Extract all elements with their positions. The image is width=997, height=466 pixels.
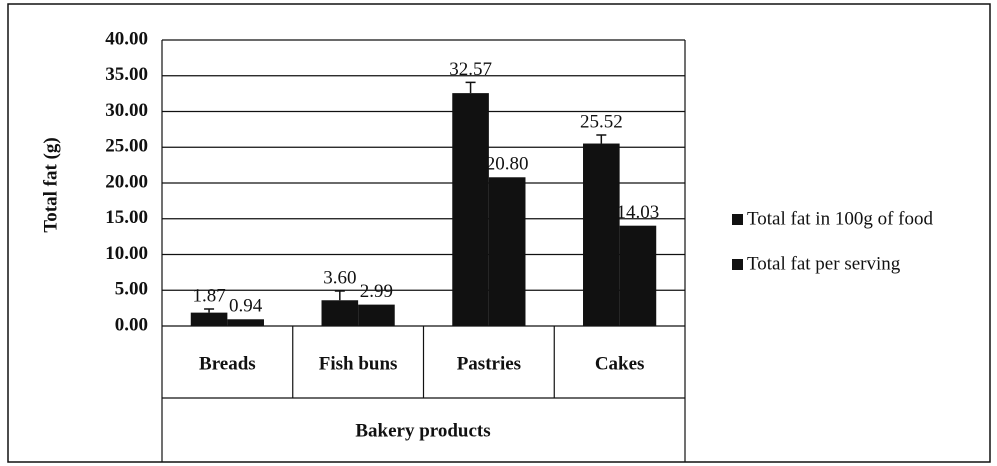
y-tick-label: 10.00 bbox=[105, 243, 148, 264]
legend-label: Total fat in 100g of food bbox=[747, 208, 933, 229]
data-label: 3.60 bbox=[323, 267, 356, 288]
error-bar bbox=[334, 290, 345, 301]
y-tick-label: 5.00 bbox=[115, 279, 148, 300]
bar bbox=[619, 225, 657, 326]
x-tick-label: Cakes bbox=[595, 353, 645, 374]
error-bar bbox=[596, 134, 607, 144]
data-label: 0.94 bbox=[229, 296, 263, 317]
bar bbox=[227, 319, 264, 326]
data-label: 14.03 bbox=[617, 202, 660, 223]
legend-swatch bbox=[732, 259, 743, 270]
bar bbox=[452, 93, 489, 326]
bar bbox=[583, 143, 620, 326]
legend-label: Total fat per serving bbox=[747, 253, 901, 274]
data-label: 25.52 bbox=[580, 111, 623, 132]
error-bar bbox=[465, 81, 476, 94]
y-tick-label: 25.00 bbox=[105, 136, 148, 157]
legend-swatch bbox=[732, 214, 743, 225]
bar bbox=[488, 177, 526, 326]
y-tick-label: 30.00 bbox=[105, 100, 148, 121]
y-axis-title: Total fat (g) bbox=[40, 137, 61, 232]
data-label: 1.87 bbox=[192, 285, 225, 306]
bar bbox=[321, 300, 359, 326]
y-tick-label: 35.00 bbox=[105, 64, 148, 85]
y-tick-label: 15.00 bbox=[105, 207, 148, 228]
x-tick-label: Breads bbox=[199, 353, 256, 374]
frame bbox=[7, 3, 991, 463]
data-label: 20.80 bbox=[486, 154, 529, 175]
y-tick-label: 0.00 bbox=[115, 314, 148, 335]
x-axis-title: Bakery products bbox=[355, 420, 490, 441]
data-label: 32.57 bbox=[449, 59, 492, 80]
bar bbox=[190, 312, 228, 326]
data-label: 2.99 bbox=[360, 281, 393, 302]
x-tick-label: Pastries bbox=[457, 353, 521, 374]
error-bar bbox=[204, 308, 215, 313]
y-tick-label: 40.00 bbox=[105, 28, 148, 49]
x-tick-label: Fish buns bbox=[319, 353, 398, 374]
y-tick-label: 20.00 bbox=[105, 171, 148, 192]
bar bbox=[358, 304, 395, 326]
